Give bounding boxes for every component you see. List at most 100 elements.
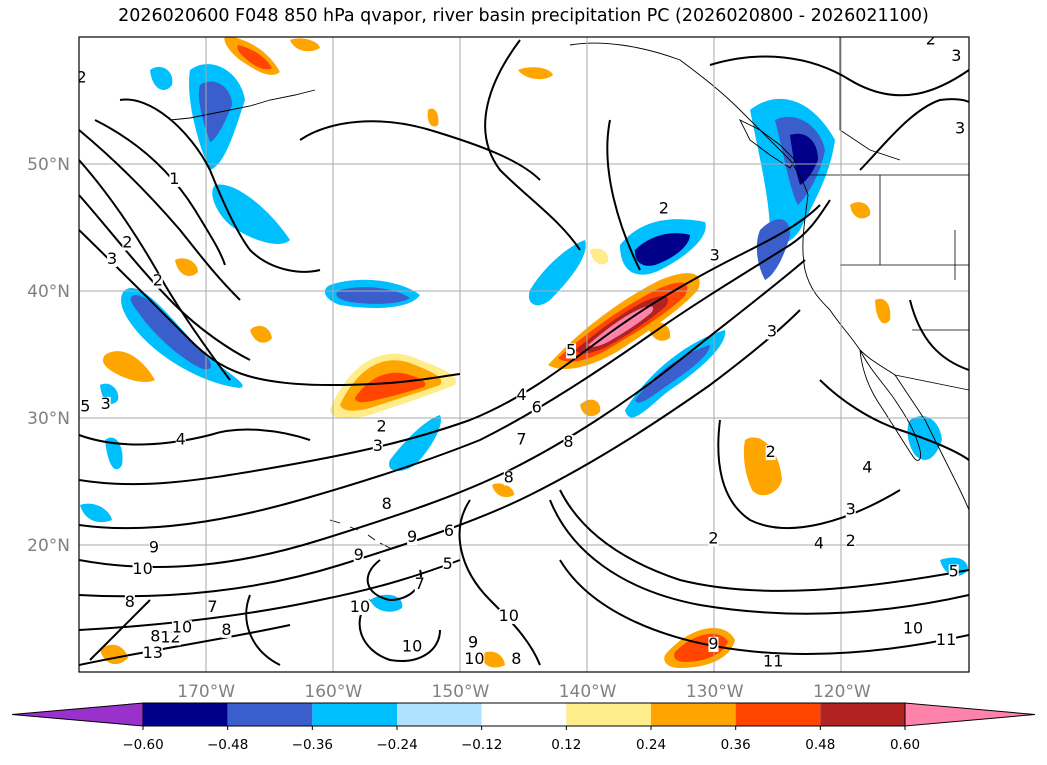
contour-label-background — [100, 396, 111, 412]
colorbar-segment — [227, 703, 313, 726]
contour-label: 5 — [949, 561, 959, 580]
contour-label-background — [381, 497, 392, 513]
negative-anomaly-band — [105, 437, 123, 470]
colorbar-segment — [397, 703, 482, 726]
contour-label: 9 — [407, 527, 417, 546]
contour-label: 4 — [862, 457, 872, 476]
colorbar-tick-label: −0.24 — [376, 737, 417, 753]
contour-label: 3 — [107, 249, 117, 268]
aleutian-islands — [169, 89, 316, 121]
contour-label-background — [124, 594, 135, 610]
colorbar-segment — [820, 703, 905, 726]
contour-label: 2 — [926, 29, 936, 48]
contour-label-background — [531, 400, 542, 416]
contour-label-background — [498, 608, 519, 624]
positive-anomaly-patch — [492, 483, 515, 498]
contour-label-background — [132, 561, 153, 577]
contour-label: 4 — [516, 385, 526, 404]
contour-line — [79, 428, 311, 446]
contour-label-background — [563, 434, 574, 450]
contour-label: 8 — [504, 468, 514, 487]
contour-label: 7 — [415, 574, 425, 593]
contour-label-background — [407, 530, 418, 546]
negative-anomaly-band — [756, 219, 790, 280]
contour-label: 2 — [76, 67, 86, 86]
contour-line — [859, 98, 969, 171]
contour-line — [79, 559, 461, 631]
contour-label: 9 — [708, 634, 718, 653]
axis-labels: 20°N 30°N 40°N 50°N 170°W 160°W 150°W 140°W 130°… — [27, 155, 871, 702]
contour-label: 7 — [516, 429, 526, 448]
north-america-coastline — [569, 42, 969, 511]
contour-label-background — [207, 600, 218, 616]
contour-label: 4 — [176, 429, 186, 448]
colorbar-frame — [142, 702, 906, 727]
alaska-canada-border — [839, 37, 901, 161]
contour-label-background — [936, 633, 957, 649]
colorbar-segment — [143, 703, 228, 726]
contour-label-background — [142, 645, 163, 661]
contour-label-background — [402, 639, 423, 655]
contour-label-background — [152, 273, 163, 289]
colorbar-tick-label: −0.12 — [461, 737, 502, 753]
contour-label-background — [414, 577, 425, 593]
colorbar-tick-label: 0.12 — [551, 737, 581, 753]
contour-label: 2 — [153, 271, 163, 290]
lat-tick-label: 30°N — [27, 409, 70, 429]
contour-label-background — [813, 536, 824, 552]
contour-label-background — [80, 399, 91, 415]
colorbar-tick-label: 0.60 — [890, 737, 920, 753]
negative-anomaly-band — [212, 184, 290, 245]
positive-anomaly-patch — [237, 45, 272, 70]
contour-line — [458, 499, 541, 666]
colorbar: −0.60 −0.48 −0.36 −0.24 −0.12 0.12 0.24 0.36 0.4… — [11, 702, 1036, 753]
contour-label-background — [353, 547, 364, 563]
contour-line — [94, 119, 226, 266]
contour-label: 5 — [80, 396, 90, 415]
colorbar-segment — [312, 703, 397, 726]
negative-anomaly-band — [389, 415, 441, 472]
negative-anomaly-band — [80, 503, 112, 523]
positive-anomaly-patch — [850, 202, 871, 219]
colorbar-segment — [651, 703, 736, 726]
contour-label: 5 — [566, 341, 576, 360]
contour-line — [245, 594, 281, 666]
contour-label-background — [442, 556, 453, 572]
negative-anomaly-band — [528, 240, 586, 306]
contour-label: 8 — [125, 592, 135, 611]
contour-label: 2 — [122, 233, 132, 252]
contour-label-background — [107, 252, 118, 268]
contour-line — [299, 120, 541, 181]
contour-label: 6 — [532, 398, 542, 417]
contour-label: 9 — [354, 545, 364, 564]
contour-line — [79, 159, 231, 381]
positive-anomaly-patch — [355, 372, 426, 403]
colorbar-tick-label: −0.60 — [122, 737, 163, 753]
lon-tick-label: 160°W — [304, 682, 362, 702]
contour-label-background — [925, 37, 936, 48]
positive-anomaly-patch — [875, 298, 891, 324]
colorbar-extend-low — [11, 702, 144, 727]
contour-label: 3 — [373, 436, 383, 455]
contour-label-background — [372, 438, 383, 454]
us-mexico-border — [894, 374, 969, 391]
contour-line — [119, 98, 321, 273]
lon-tick-label: 120°W — [813, 682, 871, 702]
contour-label-background — [948, 564, 959, 580]
coastlines — [169, 42, 969, 549]
lon-tick-label: 140°W — [559, 682, 617, 702]
contour-line — [358, 599, 441, 662]
negative-anomaly-band — [150, 66, 173, 90]
contour-label-background — [443, 523, 454, 539]
contour-label: 10 — [402, 636, 422, 655]
contour-line — [79, 199, 831, 530]
colorbar-tick-label: −0.48 — [207, 737, 248, 753]
contour-line — [79, 229, 461, 387]
lon-tick-label: 130°W — [686, 682, 744, 702]
contour-label: 6 — [444, 521, 454, 540]
contour-label-background — [845, 534, 856, 549]
contour-label: 8 — [563, 432, 573, 451]
contour-label: 10 — [132, 559, 152, 578]
contour-label: 8 — [221, 620, 231, 639]
